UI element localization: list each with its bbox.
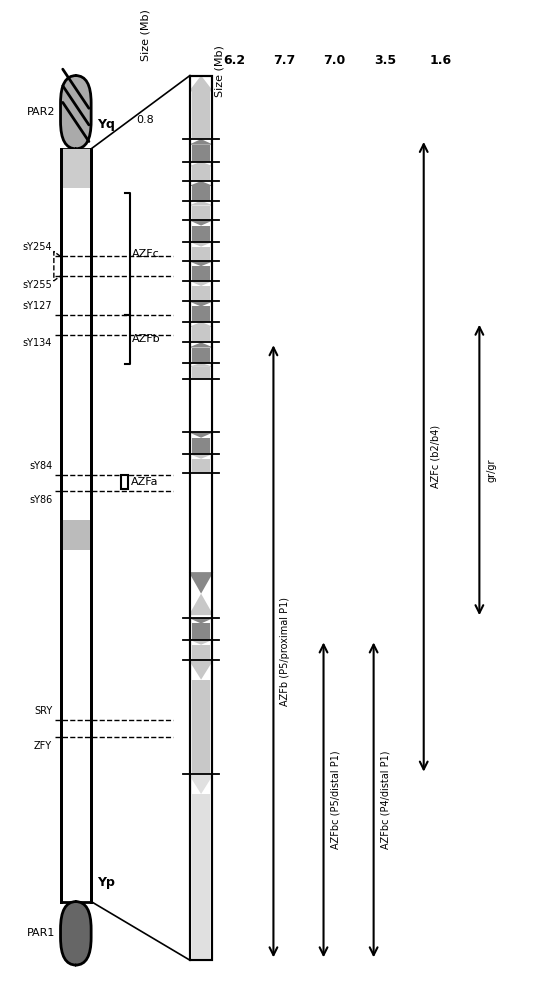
Bar	[192, 348, 210, 363]
Text: sY255: sY255	[22, 280, 52, 290]
Bar	[192, 91, 210, 139]
Bar	[60, 149, 91, 902]
Text: 1.6: 1.6	[429, 54, 451, 67]
Bar	[60, 149, 91, 188]
Polygon shape	[189, 454, 213, 459]
Text: PAR2: PAR2	[26, 107, 55, 117]
Bar	[192, 145, 210, 162]
Polygon shape	[189, 342, 213, 348]
Polygon shape	[189, 301, 213, 306]
Bar	[190, 76, 212, 960]
Bar	[192, 166, 210, 181]
Bar	[192, 247, 210, 261]
Polygon shape	[189, 660, 213, 680]
Bar	[192, 794, 210, 960]
FancyBboxPatch shape	[60, 902, 91, 965]
Polygon shape	[189, 242, 213, 247]
Polygon shape	[189, 220, 213, 226]
Text: AZFb: AZFb	[132, 334, 160, 344]
Bar	[192, 680, 210, 774]
Polygon shape	[189, 640, 213, 645]
Text: Size (Mb): Size (Mb)	[215, 45, 225, 97]
Bar	[192, 286, 210, 301]
Text: sY127: sY127	[22, 301, 52, 311]
Bar	[192, 645, 210, 660]
Bar	[192, 438, 210, 454]
Polygon shape	[189, 281, 213, 286]
Text: Yq: Yq	[97, 118, 114, 131]
Polygon shape	[189, 181, 213, 186]
Text: sY134: sY134	[23, 338, 52, 348]
Bar	[121, 475, 128, 489]
Text: AZFa: AZFa	[131, 477, 158, 487]
Text: AZFc (b2/b4): AZFc (b2/b4)	[430, 425, 440, 488]
Text: sY84: sY84	[29, 461, 52, 471]
Bar	[192, 226, 210, 242]
Text: 7.7: 7.7	[273, 54, 296, 67]
Text: PAR1: PAR1	[27, 928, 55, 938]
Text: 6.2: 6.2	[223, 54, 246, 67]
Bar	[192, 623, 210, 640]
Polygon shape	[189, 363, 213, 367]
Text: AZFc: AZFc	[132, 249, 160, 259]
Polygon shape	[189, 139, 213, 145]
Bar	[190, 473, 212, 618]
Text: gr/gr: gr/gr	[486, 458, 496, 482]
Text: AZFbc (P4/distal P1): AZFbc (P4/distal P1)	[381, 751, 390, 849]
Text: AZFbc (P5/distal P1): AZFbc (P5/distal P1)	[330, 751, 340, 849]
Text: 0.8: 0.8	[137, 115, 155, 125]
Polygon shape	[189, 201, 213, 206]
Bar	[60, 520, 91, 550]
Text: AZFb (P5/proximal P1): AZFb (P5/proximal P1)	[280, 597, 290, 706]
Polygon shape	[189, 618, 213, 623]
Bar	[192, 367, 210, 379]
Text: SRY: SRY	[34, 706, 52, 716]
Polygon shape	[189, 432, 213, 438]
Bar	[190, 379, 212, 432]
Bar	[192, 327, 210, 342]
Polygon shape	[189, 162, 213, 166]
Text: sY86: sY86	[29, 495, 52, 505]
Polygon shape	[189, 322, 213, 327]
Bar	[192, 206, 210, 220]
Text: 7.0: 7.0	[324, 54, 346, 67]
Text: sY254: sY254	[22, 242, 52, 252]
FancyBboxPatch shape	[60, 76, 91, 149]
Bar	[192, 266, 210, 281]
Polygon shape	[189, 76, 213, 91]
Polygon shape	[189, 774, 213, 794]
Polygon shape	[189, 572, 213, 594]
Text: ZFY: ZFY	[34, 741, 52, 751]
Bar	[192, 186, 210, 201]
Bar	[192, 306, 210, 322]
Text: Yp: Yp	[97, 876, 114, 889]
Text: Size (Mb): Size (Mb)	[141, 9, 151, 61]
Bar	[190, 76, 212, 960]
Polygon shape	[189, 261, 213, 266]
Bar	[192, 459, 210, 473]
Text: 3.5: 3.5	[374, 54, 396, 67]
Polygon shape	[189, 594, 213, 615]
